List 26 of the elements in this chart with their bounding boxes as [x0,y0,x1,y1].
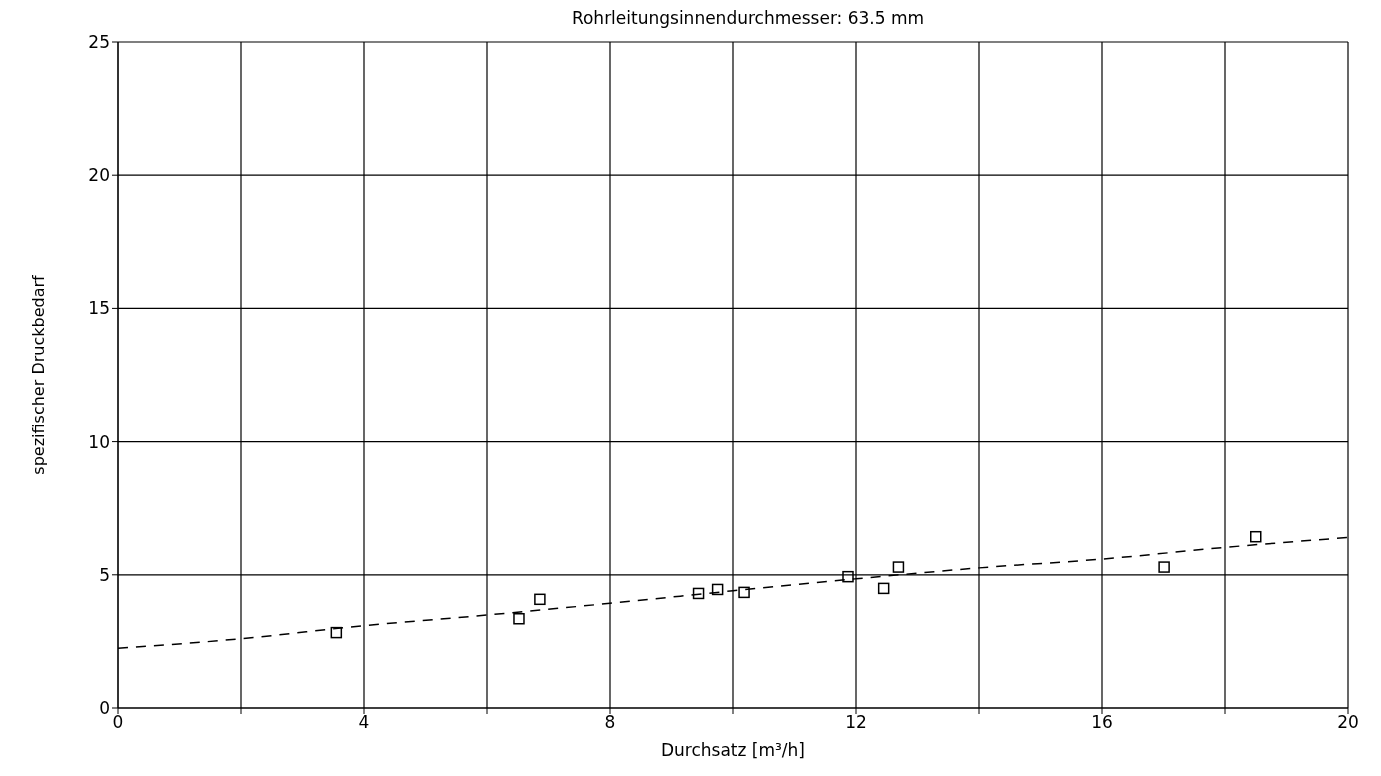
point [1158,561,1170,573]
point [330,626,343,639]
point [892,561,905,573]
y-tick-label: 5 [99,564,110,585]
point [534,593,546,606]
y-tick-label: 20 [88,165,110,186]
x-tick-label: 0 [112,712,124,733]
point [692,587,705,600]
y-tick-label: 10 [88,431,110,452]
y-axis-title: spezifischer Druckbedarf [28,274,48,475]
point [711,583,724,596]
x-tick-label: 16 [1091,712,1113,733]
point [842,570,854,583]
y-tick-label: 15 [88,298,110,319]
point [1250,530,1262,543]
x-tick-label: 4 [358,712,370,733]
x-axis-title: Durchsatz [m³/h] [660,740,806,760]
chart-title: Rohrleitungsinnendurchmesser: 63.5 mm [570,8,926,30]
x-tick-label: 12 [845,712,867,733]
point [877,582,890,595]
point [738,586,750,599]
y-tick-label: 25 [88,32,110,53]
y-tick-label: 0 [99,698,110,719]
point [513,613,525,625]
x-tick-label: 8 [604,712,616,733]
x-tick-label: 20 [1337,712,1359,733]
